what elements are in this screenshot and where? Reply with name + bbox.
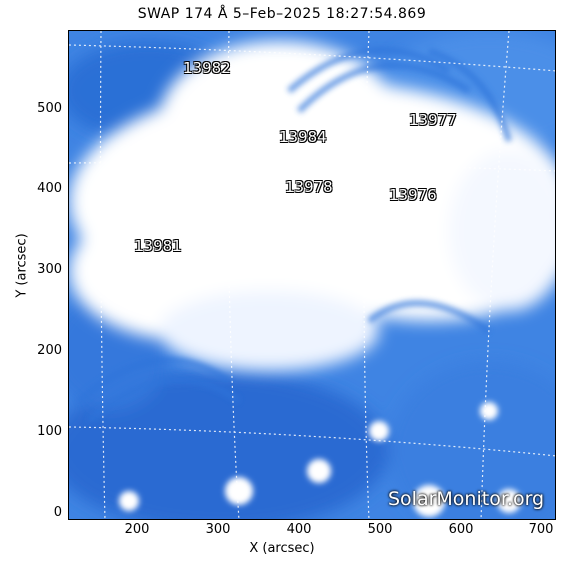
y-tick-label: 300: [37, 262, 62, 277]
bright-blobs: [119, 402, 521, 517]
active-region-label: 13982: [183, 59, 231, 77]
y-tick-label: 0: [53, 505, 62, 520]
active-region-label: 13984: [279, 128, 327, 146]
euv-image-graphic: [69, 31, 555, 519]
x-tick-label: 400: [286, 522, 312, 537]
y-tick-label: 100: [37, 424, 62, 439]
y-tick-label: 500: [37, 101, 62, 116]
x-tick-label: 300: [205, 522, 231, 537]
x-tick-label: 700: [528, 522, 554, 537]
x-tick-label: 600: [448, 522, 474, 537]
solar-image: 13982 13984 13977 13978 13976 13981: [68, 30, 556, 520]
x-tick-label: 200: [124, 522, 150, 537]
x-axis-label: X (arcsec): [249, 541, 315, 556]
active-region-label: 13981: [134, 237, 182, 255]
loops-and-knots: [77, 47, 512, 424]
active-region-label: 13977: [409, 111, 457, 129]
y-tick-label: 200: [37, 343, 62, 358]
y-tick-label: 400: [37, 181, 62, 196]
watermark: SolarMonitor.org: [388, 488, 545, 510]
active-region-label: 13976: [389, 186, 437, 204]
x-tick-label: 500: [367, 522, 393, 537]
heliographic-grid: [69, 31, 555, 519]
active-region-label: 13978: [285, 178, 333, 196]
image-title: SWAP 174 Å 5–Feb–2025 18:27:54.869: [137, 6, 427, 22]
y-axis-label: Y (arcsec): [14, 233, 30, 298]
